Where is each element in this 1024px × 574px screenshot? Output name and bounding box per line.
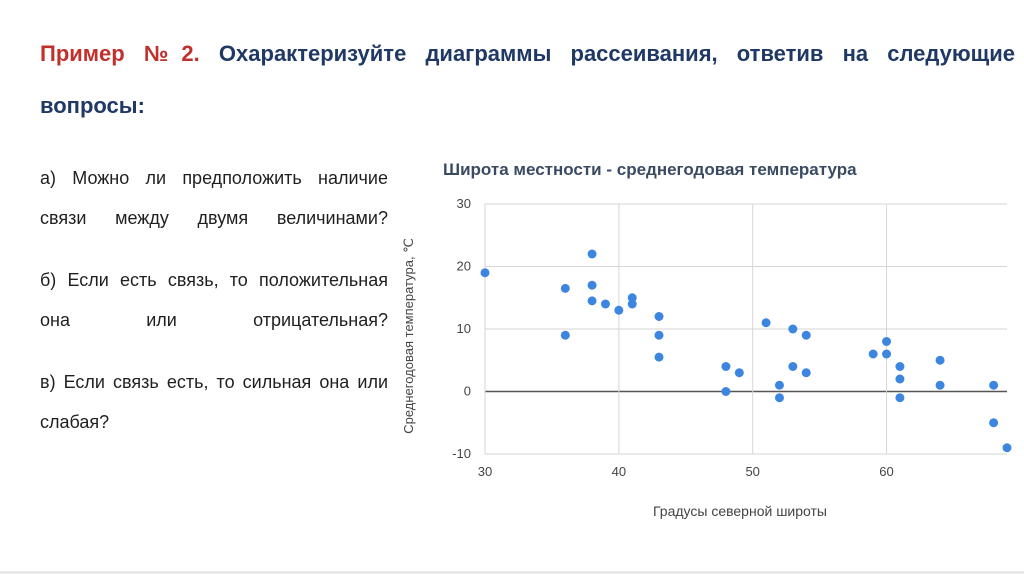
- data-point: [721, 387, 731, 396]
- data-point: [935, 380, 945, 390]
- data-point: [587, 249, 597, 259]
- data-point: [627, 299, 637, 309]
- question-b: б) Если есть связь, то положительная она…: [40, 270, 388, 330]
- data-point: [560, 330, 570, 340]
- data-point: [560, 283, 570, 293]
- data-points: [480, 249, 1012, 453]
- example-number: Пример №2.: [40, 41, 200, 66]
- y-tick-label: 0: [464, 384, 471, 399]
- y-tick-label: 20: [457, 259, 471, 274]
- data-point: [788, 362, 798, 371]
- tick-labels: -10 0 10 20 30 30 40 50 60: [452, 196, 894, 479]
- x-tick-label: 40: [612, 464, 626, 479]
- data-point: [801, 368, 811, 378]
- data-point: [882, 349, 892, 359]
- data-point: [600, 299, 610, 309]
- bottom-divider: [0, 571, 1024, 574]
- data-point: [614, 305, 624, 315]
- data-point: [788, 324, 798, 334]
- data-point: [989, 418, 999, 428]
- question-a: а) Можно ли предположить наличие связи м…: [40, 168, 388, 228]
- data-point: [654, 352, 664, 362]
- question-c: в) Если связь есть, то сильная она или с…: [40, 372, 388, 432]
- scatter-chart: -10 0 10 20 30 30 40 50 60 Среднегодовая темпера…: [401, 196, 1012, 519]
- heading-text: Охарактеризуйте диаграммы рассеивания, о…: [40, 41, 1015, 118]
- data-point: [882, 337, 892, 346]
- slide-heading: Пример №2. Охарактеризуйте диаграммы рас…: [40, 28, 1015, 132]
- data-point: [761, 318, 771, 328]
- data-point: [587, 296, 597, 306]
- data-point: [801, 330, 811, 340]
- data-point: [627, 293, 637, 303]
- x-axis-label: Градусы северной широты: [653, 503, 827, 519]
- data-point: [774, 380, 784, 390]
- y-tick-label: 30: [457, 196, 471, 211]
- y-tick-label: 10: [457, 321, 471, 336]
- x-tick-label: 50: [745, 464, 759, 479]
- data-point: [989, 380, 999, 390]
- data-point: [721, 362, 731, 371]
- y-tick-label: -10: [452, 446, 471, 461]
- x-tick-label: 60: [879, 464, 893, 479]
- data-point: [587, 280, 597, 290]
- data-point: [895, 374, 905, 384]
- chart-title: Широта местности - среднегодовая темпера…: [443, 160, 857, 179]
- data-point: [654, 312, 664, 321]
- data-point: [935, 355, 945, 365]
- questions-list: а) Можно ли предположить наличие связи м…: [40, 158, 388, 464]
- grid-lines: [484, 203, 1007, 455]
- data-point: [480, 268, 490, 278]
- data-point: [895, 362, 905, 371]
- data-point: [774, 393, 784, 403]
- data-point: [895, 393, 905, 403]
- data-point: [654, 330, 664, 340]
- x-tick-label: 30: [478, 464, 492, 479]
- y-axis-label: Среднегодовая температура, ℃: [401, 238, 416, 434]
- data-point: [734, 368, 744, 378]
- data-point: [1002, 443, 1012, 453]
- data-point: [868, 349, 878, 359]
